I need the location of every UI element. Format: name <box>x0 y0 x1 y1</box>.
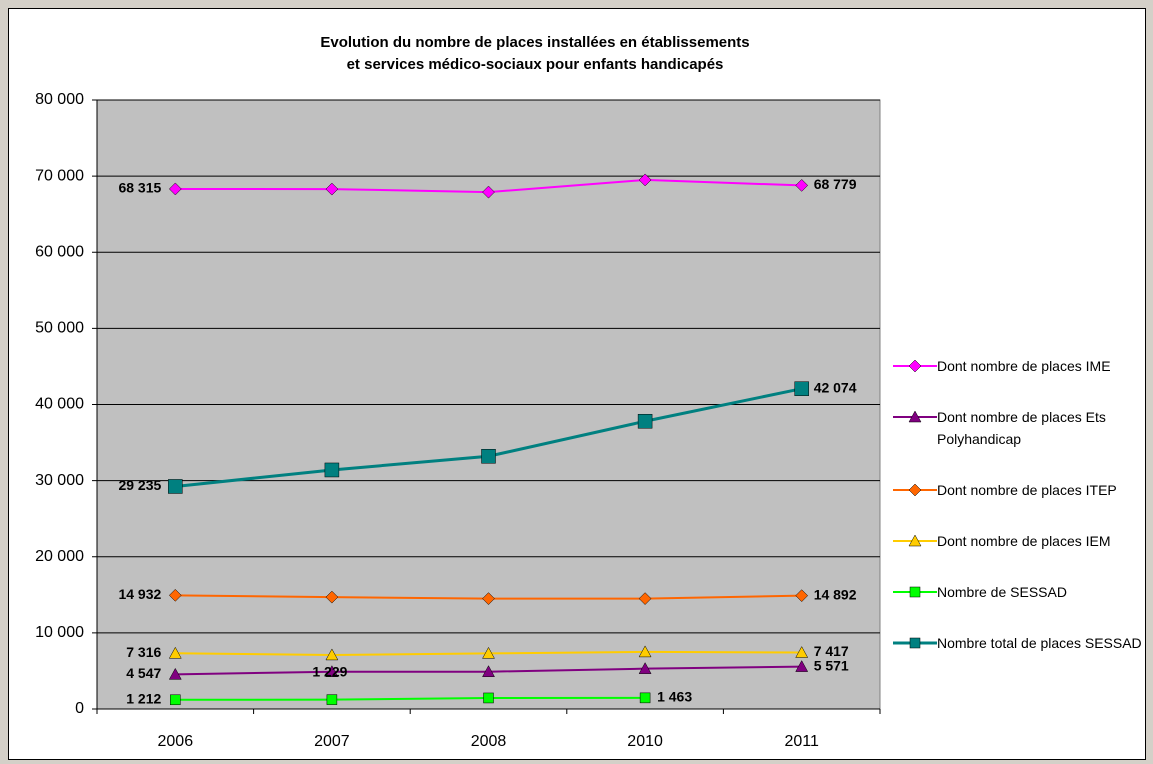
legend-entry: Dont nombre de places ITEP <box>893 479 1151 501</box>
y-tick-label: 10 000 <box>35 624 84 641</box>
marker <box>481 449 496 464</box>
marker <box>483 692 494 704</box>
data-label: 68 779 <box>814 176 857 192</box>
legend-swatch <box>893 534 937 547</box>
y-tick-label: 30 000 <box>35 472 84 489</box>
legend-label: Nombre total de places SESSAD <box>937 635 1142 651</box>
legend-entry: Dont nombre de places IME <box>893 355 1151 377</box>
legend-label: Dont nombre de places IEM <box>937 533 1111 549</box>
legend-label: Nombre de SESSAD <box>937 584 1067 600</box>
data-label: 4 547 <box>126 665 161 681</box>
marker <box>482 646 495 659</box>
legend-entry: Dont nombre de places ITEP <box>893 479 1151 501</box>
x-tick-label: 2007 <box>314 733 350 750</box>
marker <box>325 182 339 196</box>
legend-entry: Nombre de SESSAD <box>893 581 1151 603</box>
data-label: 1 229 <box>312 663 347 679</box>
marker <box>482 665 495 677</box>
data-label: 7 417 <box>814 643 849 659</box>
data-label: 29 235 <box>118 477 161 493</box>
marker <box>325 590 339 604</box>
legend-marker <box>909 637 921 649</box>
marker <box>795 589 809 602</box>
y-tick-label: 60 000 <box>35 243 84 260</box>
series-line <box>175 696 646 701</box>
legend-entry: Dont nombre de places IEM <box>893 530 1151 552</box>
legend-marker <box>908 534 922 547</box>
data-label: 7 316 <box>126 644 161 660</box>
marker <box>168 182 182 196</box>
y-tick-label: 70 000 <box>35 167 84 184</box>
legend-swatch <box>893 410 937 423</box>
data-label: 14 932 <box>118 586 161 602</box>
marker <box>638 173 652 187</box>
y-tick-label: 40 000 <box>35 396 84 413</box>
marker <box>168 646 182 659</box>
marker <box>795 179 809 192</box>
data-label: 42 074 <box>814 379 857 395</box>
legend-label: Dont nombre de places ITEP <box>937 482 1117 498</box>
legend-label: Dont nombre de places IME <box>937 358 1111 374</box>
y-tick-label: 20 000 <box>35 548 84 565</box>
marker <box>638 645 652 658</box>
chart-title: Evolution du nombre de places installées… <box>320 34 749 51</box>
x-tick-label: 2006 <box>158 733 194 750</box>
data-label: 68 315 <box>118 180 161 196</box>
legend-entry: Nombre total de places SESSAD <box>893 632 1151 654</box>
data-label: 14 892 <box>814 586 857 602</box>
marker <box>637 413 653 429</box>
legend-entry: Dont nombre de places Ets Polyhandicap <box>893 406 1151 450</box>
chart-title: et services médico-sociaux pour enfants … <box>347 56 724 73</box>
marker <box>168 588 182 602</box>
x-tick-label: 2008 <box>471 733 507 750</box>
x-tick-label: 2011 <box>784 733 819 750</box>
legend-entry: Nombre de SESSAD <box>893 581 1151 603</box>
marker <box>168 479 183 494</box>
legend-entry: Dont nombre de places IME <box>893 355 1151 377</box>
legend-swatch <box>893 359 937 373</box>
marker <box>795 660 809 672</box>
legend-swatch <box>893 586 937 598</box>
marker <box>639 692 651 704</box>
legend-entry: Dont nombre de places IEM <box>893 530 1151 552</box>
legend-entry: Nombre total de places SESSAD <box>893 632 1151 654</box>
legend-marker <box>908 359 922 373</box>
marker <box>482 592 495 605</box>
data-label: 1 212 <box>126 690 161 706</box>
marker <box>795 646 809 658</box>
marker <box>170 694 181 706</box>
legend-label: Dont nombre de places Ets Polyhandicap <box>937 409 1106 447</box>
marker <box>638 592 652 605</box>
y-tick-label: 50 000 <box>35 320 84 337</box>
marker <box>324 462 340 478</box>
y-tick-label: 80 000 <box>35 91 84 108</box>
marker <box>638 662 652 674</box>
marker <box>482 185 495 199</box>
legend-swatch <box>893 483 937 497</box>
y-tick-label: 0 <box>75 700 84 717</box>
marker <box>326 694 338 705</box>
legend-swatch <box>893 637 937 649</box>
x-tick-label: 2010 <box>627 733 663 750</box>
legend-entry: Dont nombre de places Ets Polyhandicap <box>893 406 1151 450</box>
legend-marker <box>908 483 922 497</box>
marker <box>325 648 339 661</box>
data-label: 1 463 <box>657 689 692 705</box>
marker <box>794 381 809 396</box>
legend-marker <box>908 410 922 423</box>
data-label: 5 571 <box>814 657 849 673</box>
marker <box>168 667 182 680</box>
marker <box>325 665 339 677</box>
legend-marker <box>909 586 921 598</box>
